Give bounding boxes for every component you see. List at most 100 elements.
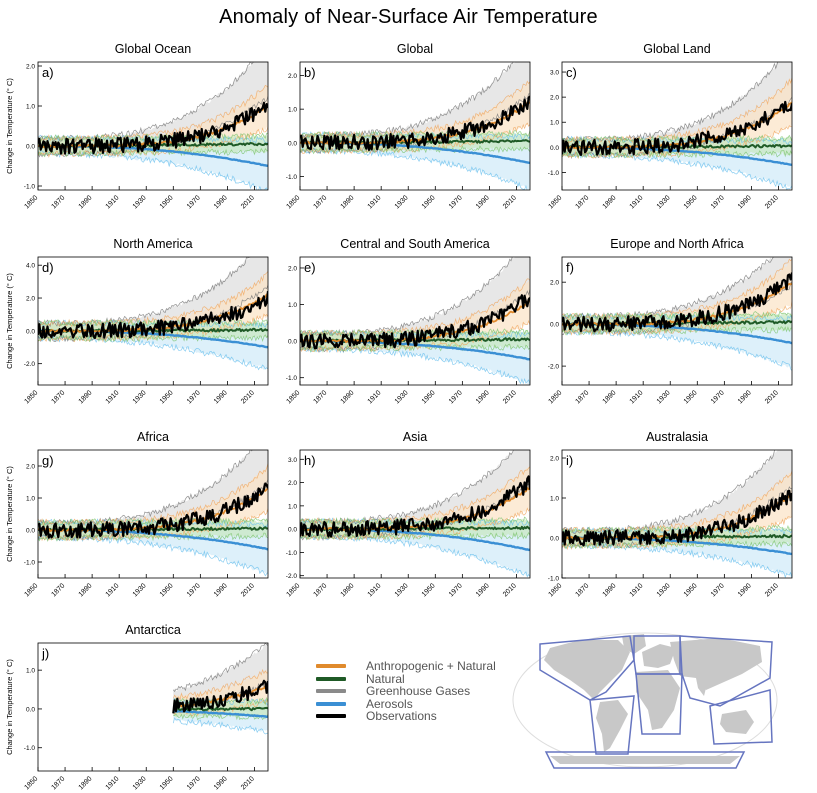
x-tick-label: 1850 xyxy=(23,775,39,791)
legend-item: Greenhouse Gases xyxy=(316,684,496,698)
series-obs xyxy=(172,679,268,714)
x-tick-label: 1990 xyxy=(213,582,229,598)
legend-item: Natural xyxy=(316,672,496,686)
y-tick-label: 1.0 xyxy=(288,503,297,510)
x-tick-label: 1850 xyxy=(285,582,301,598)
envelope-natural xyxy=(562,150,792,159)
series-obs xyxy=(38,291,268,340)
x-tick-label: 2010 xyxy=(502,194,518,210)
legend: Anthropogenic + Natural Natural Greenhou… xyxy=(316,659,496,723)
envelope-natural xyxy=(562,326,792,336)
y-tick-label: 2.0 xyxy=(288,265,297,272)
x-tick-label: 1890 xyxy=(602,194,618,210)
series-obs xyxy=(562,272,792,333)
y-tick-label: -1.0 xyxy=(286,174,298,181)
panel-plot-area xyxy=(172,643,268,735)
panel-title: North America xyxy=(113,237,192,251)
legend-swatch-anthro xyxy=(316,664,346,669)
x-tick-label: 1850 xyxy=(23,582,39,598)
envelope-natural xyxy=(300,516,530,526)
x-tick-label: 1870 xyxy=(575,582,591,598)
panel-frame xyxy=(561,256,793,386)
y-tick-label: 2.0 xyxy=(550,95,559,102)
legend-label: Aerosols xyxy=(366,696,413,711)
x-tick-label: 1930 xyxy=(656,389,672,405)
x-tick-label: 1990 xyxy=(737,582,753,598)
legend-swatch-natural xyxy=(316,676,346,681)
y-axis-label: Change in Temperature (° C) xyxy=(5,273,14,369)
y-tick-label: 2.0 xyxy=(26,296,35,303)
envelope-anthro xyxy=(300,80,530,139)
panel-global: Global b) -1.0 0.0 1.0 2.0 1850 1870 1890 1910 193… xyxy=(285,42,531,210)
panel-plot-area xyxy=(562,62,792,190)
land-australia xyxy=(720,710,754,734)
panel-plot-area xyxy=(300,62,530,190)
y-tick-label: 3.0 xyxy=(288,457,297,464)
panel-plot-area xyxy=(300,450,530,578)
y-tick-label: 0.0 xyxy=(26,706,35,713)
y-tick-label: 0.0 xyxy=(550,536,559,543)
x-tick-label: 1990 xyxy=(475,194,491,210)
series-natural xyxy=(300,525,530,532)
y-tick-label: -1.0 xyxy=(286,550,298,557)
x-tick-label: 1850 xyxy=(547,582,563,598)
panel-title: Europe and North Africa xyxy=(610,237,743,251)
panel-title: Global Ocean xyxy=(115,42,191,56)
y-tick-label: 2.0 xyxy=(288,480,297,487)
x-tick-label: 1930 xyxy=(394,582,410,598)
region-outline-asia xyxy=(679,635,773,707)
band-anthro xyxy=(38,464,268,540)
panel-letter: g) xyxy=(42,453,54,468)
envelope-anthro xyxy=(300,278,530,338)
y-tick-label: -1.0 xyxy=(548,576,560,583)
y-tick-label: -1.0 xyxy=(24,560,36,567)
series-obs xyxy=(38,482,268,539)
x-tick-label: 2010 xyxy=(240,389,256,405)
x-tick-label: 1910 xyxy=(105,582,121,598)
legend-item: Anthropogenic + Natural xyxy=(316,659,496,673)
envelope-ghg xyxy=(562,450,780,534)
legend-item: Observations xyxy=(316,709,496,723)
panel-letter: i) xyxy=(566,453,573,468)
x-tick-label: 1870 xyxy=(313,194,329,210)
region-map xyxy=(512,632,778,769)
x-tick-label: 1910 xyxy=(367,389,383,405)
envelope-anthro xyxy=(38,126,268,158)
panel-asia: Asia h) -2.0 -1.0 0.0 1.0 2.0 3.0 1850 1870 1890 19… xyxy=(285,430,531,598)
x-tick-label: 1890 xyxy=(340,582,356,598)
panel-letter: d) xyxy=(42,260,54,275)
panel-letter: b) xyxy=(304,65,316,80)
x-tick-label: 1910 xyxy=(105,775,121,791)
x-tick-label: 1950 xyxy=(159,389,175,405)
x-tick-label: 1930 xyxy=(394,194,410,210)
y-tick-label: 0.0 xyxy=(288,339,297,346)
x-tick-label: 1950 xyxy=(159,582,175,598)
panel-title: Central and South America xyxy=(340,237,489,251)
region-outline-south-america xyxy=(589,695,635,755)
x-tick-label: 1970 xyxy=(710,389,726,405)
envelope-natural xyxy=(562,524,792,535)
x-tick-label: 1930 xyxy=(656,582,672,598)
y-tick-label: 0.0 xyxy=(550,322,559,329)
x-tick-label: 1990 xyxy=(475,389,491,405)
envelope-ghg xyxy=(173,643,268,693)
x-tick-label: 1870 xyxy=(313,582,329,598)
y-tick-label: -1.0 xyxy=(24,745,36,752)
x-tick-label: 1970 xyxy=(710,582,726,598)
x-tick-label: 1950 xyxy=(683,194,699,210)
series-obs xyxy=(300,475,530,538)
y-tick-label: 0.0 xyxy=(26,144,35,151)
panel-letter: e) xyxy=(304,260,316,275)
x-tick-label: 1950 xyxy=(159,775,175,791)
x-tick-label: 1930 xyxy=(132,194,148,210)
x-tick-label: 1870 xyxy=(51,389,67,405)
panel-plot-area xyxy=(38,450,268,577)
x-tick-label: 1990 xyxy=(213,775,229,791)
y-tick-label: 0.0 xyxy=(288,140,297,147)
land-asia xyxy=(670,638,762,690)
y-tick-label: 1.0 xyxy=(26,496,35,503)
map-region-outlines xyxy=(539,635,773,769)
x-tick-label: 2010 xyxy=(502,582,518,598)
panel-central-and-south-america: Central and South America e) -1.0 0.0 1.0 2.0… xyxy=(285,237,531,405)
